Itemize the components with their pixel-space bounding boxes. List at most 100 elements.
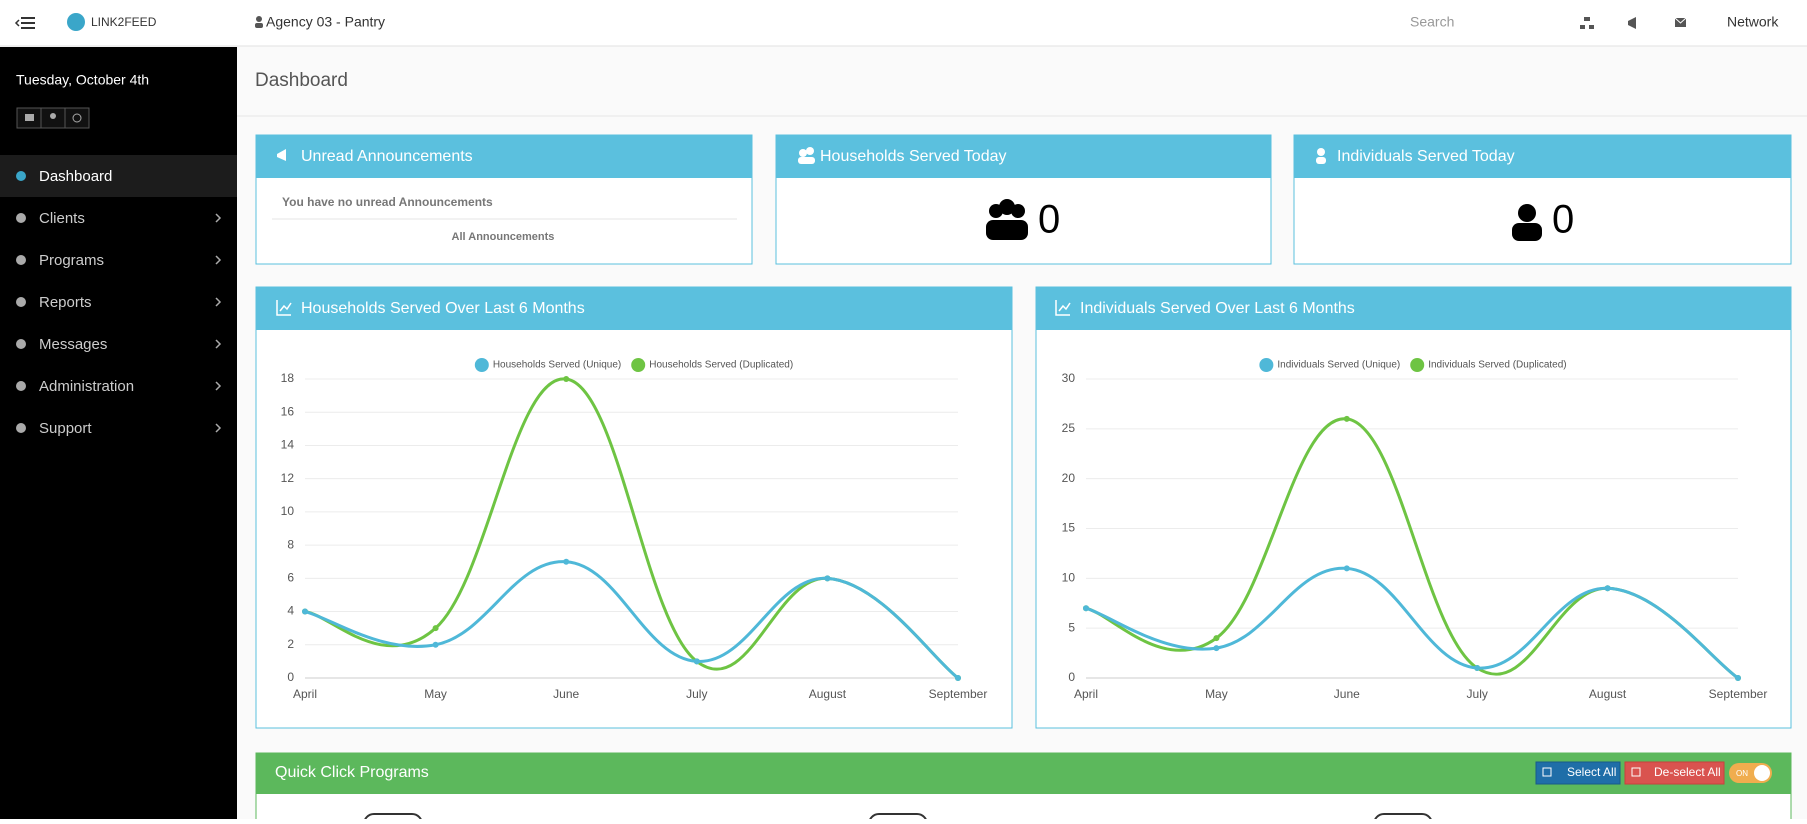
menu-label[interactable]: Support (39, 420, 92, 437)
menu-icon (16, 297, 26, 307)
search-input[interactable]: Search (1410, 14, 1454, 30)
x-tick-label: September (929, 687, 988, 701)
agency-name[interactable]: Agency 03 - Pantry (266, 14, 385, 30)
series-line (1085, 566, 1739, 680)
data-point[interactable] (955, 675, 961, 681)
data-point[interactable] (563, 376, 570, 382)
data-point[interactable] (1474, 665, 1481, 672)
chart-panel: Individuals Served Over Last 6 Months 0 5… (1035, 286, 1792, 729)
data-point[interactable] (1083, 605, 1089, 612)
toggle-label[interactable]: ON (1736, 769, 1748, 778)
menu-chevron (215, 297, 222, 307)
legend-swatch (1259, 358, 1274, 372)
page-title: Dashboard (255, 70, 348, 91)
legend-swatch (474, 358, 489, 372)
data-point[interactable] (302, 608, 308, 615)
y-tick-label: 12 (281, 471, 295, 485)
legend-item[interactable]: Individuals Served (Duplicated) (1410, 358, 1567, 372)
menu-toggle[interactable] (14, 17, 35, 29)
legend-swatch (1410, 358, 1425, 372)
menu-item[interactable]: Support (16, 420, 222, 437)
panel-individuals-today: Individuals Served Today 0 (1293, 134, 1792, 265)
legend-swatch (631, 358, 646, 372)
menu-label[interactable]: Messages (39, 336, 107, 353)
button-label[interactable]: Select All (1567, 765, 1616, 779)
data-point[interactable] (693, 658, 700, 665)
menu-item[interactable]: Clients (16, 210, 222, 227)
y-tick-label: 6 (287, 571, 294, 585)
button-label[interactable]: De-select All (1654, 765, 1721, 779)
data-point[interactable] (1735, 675, 1741, 681)
panel-title: Individuals Served Today (1337, 148, 1515, 165)
brand[interactable]: LINK2FEED (91, 15, 157, 29)
menu-label[interactable]: Dashboard (39, 168, 112, 185)
legend-label[interactable]: Households Served (Unique) (493, 360, 621, 371)
menu-label[interactable]: Administration (39, 378, 134, 395)
menu-icon (16, 255, 26, 265)
menu-item[interactable]: Programs (16, 252, 222, 269)
legend-item[interactable]: Households Served (Unique) (474, 358, 621, 372)
data-point[interactable] (432, 641, 439, 648)
data-point[interactable] (824, 575, 831, 582)
menu-chevron (215, 381, 222, 391)
toggle-switch[interactable]: ON (1729, 763, 1772, 783)
menu-icon (16, 381, 26, 391)
data-point[interactable] (432, 625, 439, 632)
messages-icon[interactable] (1674, 17, 1687, 27)
panel-announcements: Unread Announcements You have no unread … (255, 134, 753, 265)
y-tick-label: 10 (1062, 571, 1076, 585)
legend-label[interactable]: Households Served (Duplicated) (649, 360, 793, 371)
chart-panel: Households Served Over Last 6 Months 0 2 4… (255, 286, 1013, 729)
chart-title: Households Served Over Last 6 Months (301, 300, 585, 317)
data-point[interactable] (1604, 585, 1611, 592)
sidebar-buttons[interactable] (16, 107, 90, 129)
announcements-icon[interactable] (1628, 17, 1636, 29)
menu-chevron (215, 339, 222, 349)
households-today-value: 0 (1038, 198, 1060, 242)
y-tick-label: 15 (1062, 521, 1076, 535)
legend-label[interactable]: Individuals Served (Duplicated) (1428, 360, 1566, 371)
logo[interactable] (67, 13, 85, 31)
data-point[interactable] (1213, 635, 1220, 642)
legend-label[interactable]: Individuals Served (Unique) (1277, 360, 1400, 371)
panel-households-today: Households Served Today 0 (775, 134, 1272, 265)
menu-label[interactable]: Programs (39, 252, 104, 269)
x-tick-label: July (1467, 687, 1488, 701)
network-link[interactable]: Network (1727, 14, 1779, 30)
y-tick-label: 10 (281, 504, 295, 518)
top-bar (0, 0, 1807, 46)
y-tick-label: 30 (1062, 371, 1076, 385)
y-tick-label: 20 (1062, 471, 1076, 485)
menu-icon (16, 171, 26, 181)
y-tick-label: 0 (287, 670, 294, 684)
data-point[interactable] (1343, 415, 1350, 422)
data-point[interactable] (1343, 565, 1350, 572)
y-tick-label: 25 (1062, 421, 1076, 435)
select-all-button[interactable]: Select All (1535, 761, 1621, 785)
menu-label[interactable]: Clients (39, 210, 85, 227)
user-icon (255, 16, 263, 28)
menu-icon (16, 339, 26, 349)
menu-item[interactable]: Reports (16, 294, 222, 311)
data-point[interactable] (1213, 645, 1220, 652)
y-tick-label: 8 (287, 537, 294, 551)
sidebar-date: Tuesday, October 4th (16, 72, 149, 88)
y-tick-label: 2 (287, 637, 294, 651)
y-tick-label: 18 (281, 371, 295, 385)
deselect-all-button[interactable]: De-select All (1624, 761, 1725, 785)
menu-item[interactable]: Dashboard (0, 155, 237, 197)
x-tick-label: May (424, 687, 447, 701)
menu-item-active-bg (0, 155, 237, 197)
menu-label[interactable]: Reports (39, 294, 92, 311)
legend-item[interactable]: Households Served (Duplicated) (631, 358, 793, 372)
menu-item[interactable]: Administration (16, 378, 222, 395)
y-tick-label: 14 (281, 438, 295, 452)
network-icon[interactable] (1580, 17, 1594, 29)
menu-item[interactable]: Messages (16, 336, 222, 353)
all-announcements-link[interactable]: All Announcements (452, 231, 555, 243)
legend-item[interactable]: Individuals Served (Unique) (1259, 358, 1400, 372)
data-point[interactable] (563, 558, 570, 565)
quick-click-panel: Quick Click Programs Select All De-selec… (255, 752, 1792, 824)
individuals-today-value: 0 (1552, 198, 1574, 242)
